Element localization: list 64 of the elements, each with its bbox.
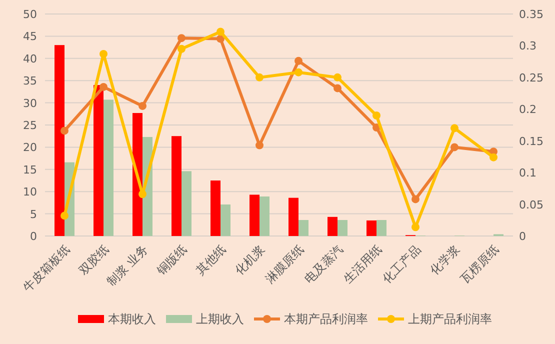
bar (328, 216, 338, 236)
point (412, 195, 420, 204)
point (334, 73, 342, 82)
point (178, 44, 186, 53)
point (450, 124, 458, 132)
bar (288, 198, 298, 236)
point (334, 84, 342, 92)
y2-tick-label: 0.25 (519, 71, 544, 84)
y-tick-label: 20 (23, 141, 37, 154)
legend-label: 上期收入 (196, 312, 244, 326)
bar (220, 204, 230, 236)
bar (260, 196, 270, 236)
y2-tick-label: 0.05 (519, 198, 544, 212)
point (490, 153, 498, 162)
legend-label: 本期收入 (108, 312, 156, 326)
y-tick-label: 15 (23, 163, 37, 176)
y2-tick-label: 0.35 (519, 8, 544, 21)
y-tick-label: 50 (23, 8, 37, 21)
point (294, 56, 302, 65)
y-tick-label: 10 (23, 186, 37, 199)
y-tick-label: 40 (23, 52, 37, 66)
point (138, 190, 146, 198)
x-tick-label: 铜版纸 (154, 242, 190, 278)
point (294, 68, 302, 76)
y-tick-label: 25 (23, 119, 37, 132)
point (138, 102, 146, 110)
point (178, 34, 186, 42)
x-tick-label: 双胶纸 (76, 242, 112, 278)
point (100, 50, 108, 58)
bar (298, 220, 308, 236)
x-tick-label: 牛皮箱板纸 (20, 242, 73, 295)
y2-tick-label: 0.1 (519, 166, 536, 180)
legend-label: 上期产品利润率 (408, 312, 492, 326)
bar (338, 220, 348, 236)
y2-tick-label: 0 (519, 230, 526, 243)
bar (172, 136, 182, 236)
y-tick-label: 35 (23, 74, 37, 88)
point (60, 126, 68, 135)
bar (210, 180, 220, 236)
bar (94, 85, 104, 236)
point (450, 143, 458, 152)
point (256, 141, 264, 150)
y-tick-label: 0 (30, 230, 37, 243)
y-tick-label: 30 (23, 96, 37, 110)
point (372, 111, 380, 120)
x-tick-label: 其他纸 (193, 242, 229, 278)
bar (366, 220, 376, 236)
bar (376, 220, 386, 236)
bar (104, 100, 114, 236)
y-tick-label: 5 (30, 208, 37, 221)
bar (182, 171, 192, 236)
point (100, 82, 108, 91)
y-tick-label: 45 (23, 30, 37, 44)
bar (54, 45, 64, 236)
legend-label: 本期产品利润率 (284, 312, 368, 326)
y2-tick-label: 0.3 (519, 40, 536, 53)
y2-tick-label: 0.2 (519, 103, 536, 116)
bar (250, 194, 260, 236)
point (216, 28, 224, 36)
x-tick-label: 瓦楞原纸 (458, 242, 502, 286)
point (256, 73, 264, 82)
y2-tick-label: 0.15 (519, 134, 544, 148)
point (60, 212, 68, 220)
point (412, 223, 420, 232)
